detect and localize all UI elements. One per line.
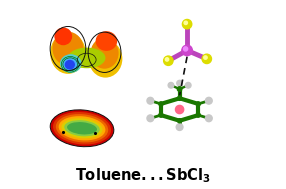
Ellipse shape — [52, 32, 84, 65]
Circle shape — [176, 124, 183, 130]
Ellipse shape — [62, 57, 78, 71]
Ellipse shape — [90, 38, 119, 69]
Ellipse shape — [65, 60, 75, 70]
Ellipse shape — [56, 114, 108, 143]
Circle shape — [159, 113, 163, 117]
Circle shape — [159, 102, 163, 106]
Ellipse shape — [67, 122, 97, 135]
Text: $\mathbf{Toluene...SbCl_3}$: $\mathbf{Toluene...SbCl_3}$ — [75, 167, 211, 185]
Ellipse shape — [50, 33, 86, 74]
Circle shape — [178, 96, 182, 100]
Ellipse shape — [61, 118, 103, 138]
Ellipse shape — [53, 112, 111, 145]
Circle shape — [196, 113, 200, 117]
Ellipse shape — [64, 120, 100, 136]
Circle shape — [177, 80, 182, 86]
Ellipse shape — [50, 110, 114, 147]
Circle shape — [177, 87, 182, 91]
Circle shape — [205, 115, 212, 122]
Circle shape — [182, 19, 192, 29]
Circle shape — [168, 82, 174, 88]
Circle shape — [164, 56, 173, 65]
Circle shape — [184, 47, 188, 51]
Circle shape — [178, 119, 182, 123]
Ellipse shape — [96, 31, 117, 51]
Ellipse shape — [68, 48, 106, 68]
Circle shape — [202, 54, 211, 64]
Circle shape — [165, 58, 169, 61]
Ellipse shape — [60, 54, 82, 73]
Circle shape — [185, 82, 191, 88]
Ellipse shape — [54, 27, 72, 45]
Circle shape — [147, 97, 154, 104]
Circle shape — [204, 56, 207, 59]
Circle shape — [175, 105, 184, 114]
Circle shape — [196, 102, 200, 106]
Ellipse shape — [89, 40, 122, 78]
Circle shape — [184, 21, 187, 25]
Circle shape — [147, 115, 154, 122]
Circle shape — [182, 45, 192, 56]
Circle shape — [205, 97, 212, 104]
Ellipse shape — [59, 116, 106, 140]
